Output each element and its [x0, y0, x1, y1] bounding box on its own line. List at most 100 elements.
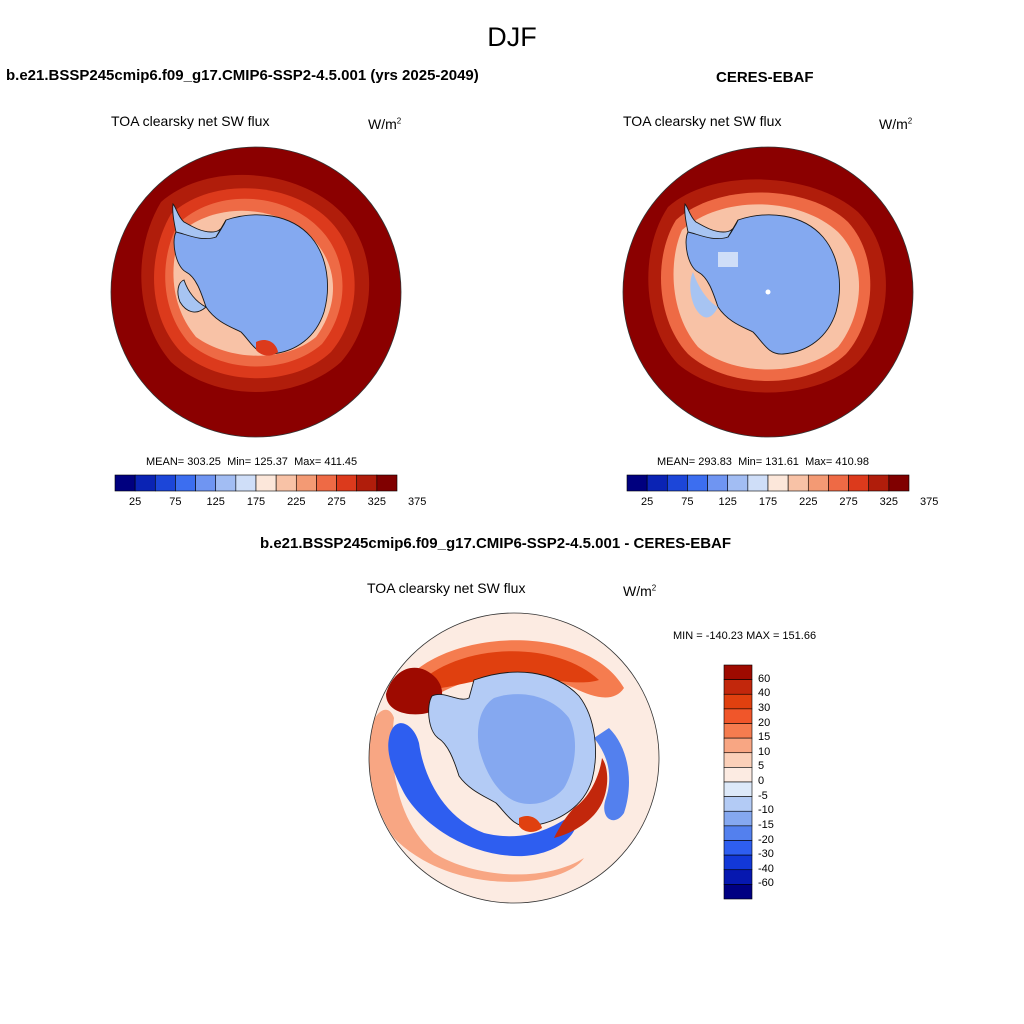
panel2-colorbar-bin	[707, 474, 729, 492]
panel1-colorbar-ticks: 25 75 125 175 225 275 325 375	[115, 496, 426, 510]
panel2-colorbar-tick-label: 275	[839, 496, 858, 508]
panel3-colorbar-bin	[723, 679, 753, 695]
panel3-colorbar-bin	[723, 752, 753, 768]
panel2-colorbar-bin	[666, 474, 688, 492]
panel3-colorbar-tick-label: -40	[758, 862, 774, 875]
panel3-colorbar-tick-label: 30	[758, 701, 771, 714]
panel1-units: W/m2	[368, 116, 402, 132]
panel1-peninsula	[172, 203, 227, 240]
panel2-colorbar-bin	[868, 474, 890, 492]
panel3-colorbar-bin	[723, 869, 753, 885]
panel3-colorbar-ticks: 60 40 30 20 15 10 5 0 -5 -10 -15 -20 -30 -40 -60	[758, 665, 798, 899]
panel3-colorbar-tick-label: 60	[758, 672, 771, 685]
panel2-colorbar-bin	[888, 474, 910, 492]
panel1-colorbar	[114, 474, 398, 492]
panel3-west-band	[369, 709, 584, 882]
panel3-colorbar	[723, 664, 753, 900]
panel1-ross-sea	[256, 340, 278, 356]
panel2-title: CERES-EBAF	[716, 69, 814, 86]
panel1-colorbar-bin	[275, 474, 297, 492]
panel2-colorbar-bin	[646, 474, 668, 492]
panel1-colorbar-tick-label: 125	[206, 496, 225, 508]
panel1-stats: MEAN= 303.25 Min= 125.37 Max= 411.45	[146, 456, 358, 468]
panel3-colorbar-bin	[723, 781, 753, 797]
panel1-colorbar-tick-label: 325	[367, 496, 387, 508]
panel1-colorbar-bin	[175, 474, 196, 492]
panel2-pole-marker	[765, 289, 771, 295]
panel3-colorbar-tick-label: -60	[758, 877, 774, 890]
panel1-colorbar-bin	[235, 474, 257, 492]
panel3-colorbar-tick-label: 40	[758, 687, 771, 700]
panel3-colorbar-tick-label: -30	[758, 848, 774, 861]
panel2-colorbar-bin	[828, 474, 849, 492]
panel3-west-dark	[386, 667, 443, 715]
panel1-colorbar-bin	[154, 474, 176, 492]
panel1-colorbar-bin	[295, 474, 317, 492]
panel3-colorbar-bin	[723, 825, 753, 841]
panel3-blue-ring	[388, 723, 577, 857]
panel1-colorbar-bin	[195, 474, 217, 492]
panel2-colorbar-tick-label: 25	[641, 496, 654, 508]
panel3-east-coast-red	[554, 758, 608, 838]
panel3-east-blue	[594, 728, 629, 821]
panel2-colorbar-bin	[626, 474, 648, 492]
panel3-continent-inner	[477, 694, 576, 804]
panel3-field-label: TOA clearsky net SW flux	[367, 580, 526, 596]
panel2-field-label: TOA clearsky net SW flux	[623, 113, 782, 129]
panel1-colorbar-bin	[376, 474, 398, 492]
panel2-colorbar-bin	[787, 474, 809, 492]
panel3-colorbar-tick-label: -15	[758, 818, 774, 831]
panel1-polar-map	[110, 146, 402, 438]
panel3-colorbar-bin	[723, 708, 753, 724]
panel1-title: b.e21.BSSP245cmip6.f09_g17.CMIP6-SSP2-4.…	[6, 67, 479, 84]
panel3-colorbar-bin	[723, 693, 753, 710]
season-title: DJF	[487, 22, 537, 52]
panel3-colorbar-bin	[723, 767, 753, 783]
panel2-colorbar-bin	[848, 474, 870, 492]
panel2-colorbar-bin	[807, 474, 829, 492]
panel2-west-shelf	[690, 272, 718, 318]
panel2-polar-map	[622, 146, 914, 438]
panel1-colorbar-bin	[255, 474, 277, 492]
panel2-colorbar-bin	[687, 474, 708, 492]
panel3-colorbar-bin	[723, 854, 753, 871]
panel2-colorbar-tick-label: 225	[799, 496, 818, 508]
panel1-colorbar-tick-label: 75	[169, 496, 182, 508]
panel1-colorbar-bin	[316, 474, 337, 492]
panel1-colorbar-tick-label: 225	[287, 496, 306, 508]
panel3-colorbar-bin	[723, 664, 753, 680]
panel1-colorbar-bin	[356, 474, 378, 492]
panel1-coast-west	[177, 279, 207, 313]
panel3-title: b.e21.BSSP245cmip6.f09_g17.CMIP6-SSP2-4.…	[260, 535, 732, 552]
panel3-colorbar-tick-label: 20	[758, 716, 771, 729]
panel1-colorbar-bin	[215, 474, 237, 492]
panel2-colorbar-bin	[727, 474, 749, 492]
panel2-colorbar-tick-label: 125	[718, 496, 737, 508]
panel2-colorbar	[626, 474, 910, 492]
panel2-peninsula	[684, 203, 739, 240]
panel1-colorbar-tick-label: 25	[129, 496, 142, 508]
panel2-colorbar-tick-label: 325	[879, 496, 899, 508]
panel2-colorbar-tick-label: 75	[681, 496, 694, 508]
panel3-colorbar-bin	[723, 737, 753, 754]
panel3-colorbar-tick-label: 15	[758, 731, 771, 744]
panel2-colorbar-tick-label: 375	[919, 496, 939, 508]
panel3-colorbar-tick-label: -10	[758, 804, 774, 817]
panel3-colorbar-tick-label: 5	[758, 760, 765, 773]
panel2-units: W/m2	[879, 116, 913, 132]
panel3-colorbar-bin	[723, 884, 753, 900]
panel1-colorbar-bin	[114, 474, 136, 492]
panel1-colorbar-bin	[134, 474, 156, 492]
panel3-colorbar-bin	[723, 796, 753, 812]
panel1-field-label: TOA clearsky net SW flux	[111, 113, 270, 129]
panel3-colorbar-bin	[723, 810, 753, 827]
panel3-colorbar-tick-label: 0	[758, 775, 765, 787]
panel3-colorbar-tick-label: -20	[758, 833, 774, 846]
panel3-colorbar-tick-label: 10	[758, 745, 771, 758]
panel3-colorbar-bin	[723, 723, 753, 739]
panel2-stats: MEAN= 293.83 Min= 131.61 Max= 410.98	[657, 456, 869, 468]
panel2-ice-patch	[718, 252, 738, 267]
panel3-ross-red	[519, 816, 542, 832]
panel3-minmax: MIN = -140.23 MAX = 151.66	[673, 630, 817, 642]
panel2-colorbar-ticks: 25 75 125 175 225 275 325 375	[627, 496, 938, 510]
